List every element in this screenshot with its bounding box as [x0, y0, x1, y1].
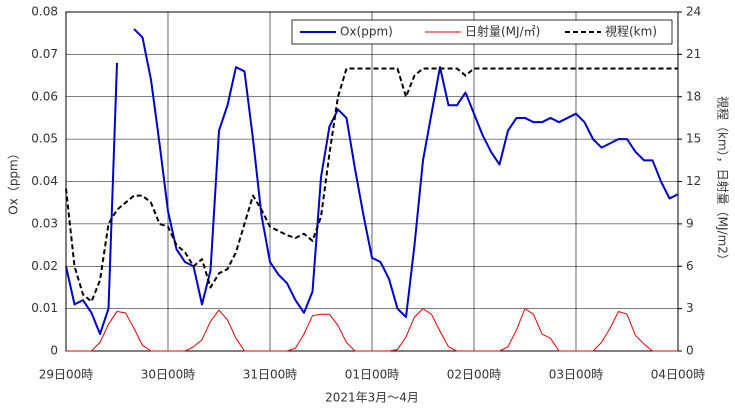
y2-axis-label: 視程（km），日射量（MJ/m2） [716, 96, 731, 266]
x-tick-label: 30日00時 [141, 368, 196, 382]
x-tick-label: 04日00時 [651, 368, 706, 382]
y2-tick-label: 18 [686, 89, 701, 103]
y-tick-label: 0 [50, 344, 58, 358]
legend-label: 日射量(MJ/㎡) [465, 24, 540, 39]
y2-tick-label: 24 [686, 5, 701, 19]
y-axis-label: Ox（ppm） [7, 147, 21, 214]
x-tick-label: 02日00時 [447, 368, 502, 382]
y2-tick-label: 21 [686, 47, 701, 61]
y2-tick-label: 6 [686, 259, 694, 273]
y2-tick-label: 0 [686, 344, 694, 358]
y2-tick-label: 9 [686, 216, 694, 230]
y2-tick-label: 3 [686, 301, 694, 315]
x-tick-label: 31日00時 [243, 368, 298, 382]
y2-tick-label: 12 [686, 174, 701, 188]
legend-label: 視程(km) [605, 24, 657, 39]
y-tick-label: 0.03 [31, 216, 58, 230]
y-tick-label: 0.04 [31, 174, 58, 188]
legend-label: Ox(ppm) [340, 25, 393, 39]
y-tick-label: 0.07 [31, 47, 58, 61]
series-line [65, 28, 679, 336]
y-tick-label: 0.06 [31, 89, 58, 103]
legend-box [291, 19, 673, 45]
series-line [65, 67, 678, 303]
y-tick-label: 0.02 [31, 259, 58, 273]
x-tick-label: 03日00時 [549, 368, 604, 382]
y-tick-label: 0.08 [31, 5, 58, 19]
y2-tick-label: 15 [686, 132, 701, 146]
x-axis-label: 2021年3月～4月 [325, 391, 419, 405]
y-tick-label: 0.01 [31, 301, 58, 315]
x-tick-label: 01日00時 [345, 368, 400, 382]
series-line [66, 308, 678, 352]
x-tick-label: 29日00時 [39, 368, 94, 382]
y-tick-label: 0.05 [31, 132, 58, 146]
